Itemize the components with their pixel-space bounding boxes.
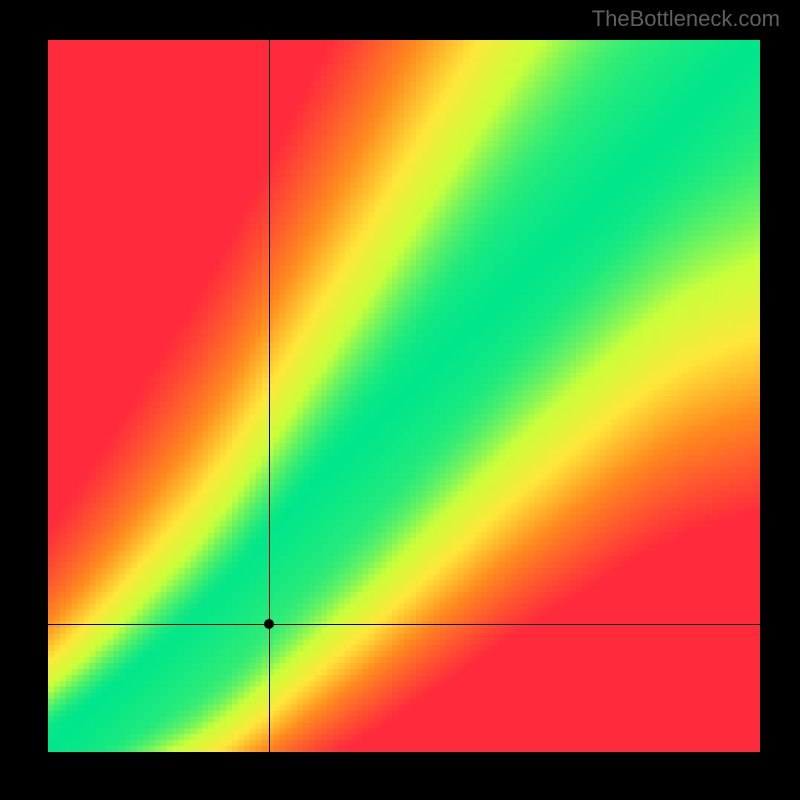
chart-container: TheBottleneck.com: [0, 0, 800, 800]
heatmap-canvas: [48, 40, 760, 752]
heatmap-plot-area: [48, 40, 760, 752]
watermark-text: TheBottleneck.com: [592, 6, 780, 32]
